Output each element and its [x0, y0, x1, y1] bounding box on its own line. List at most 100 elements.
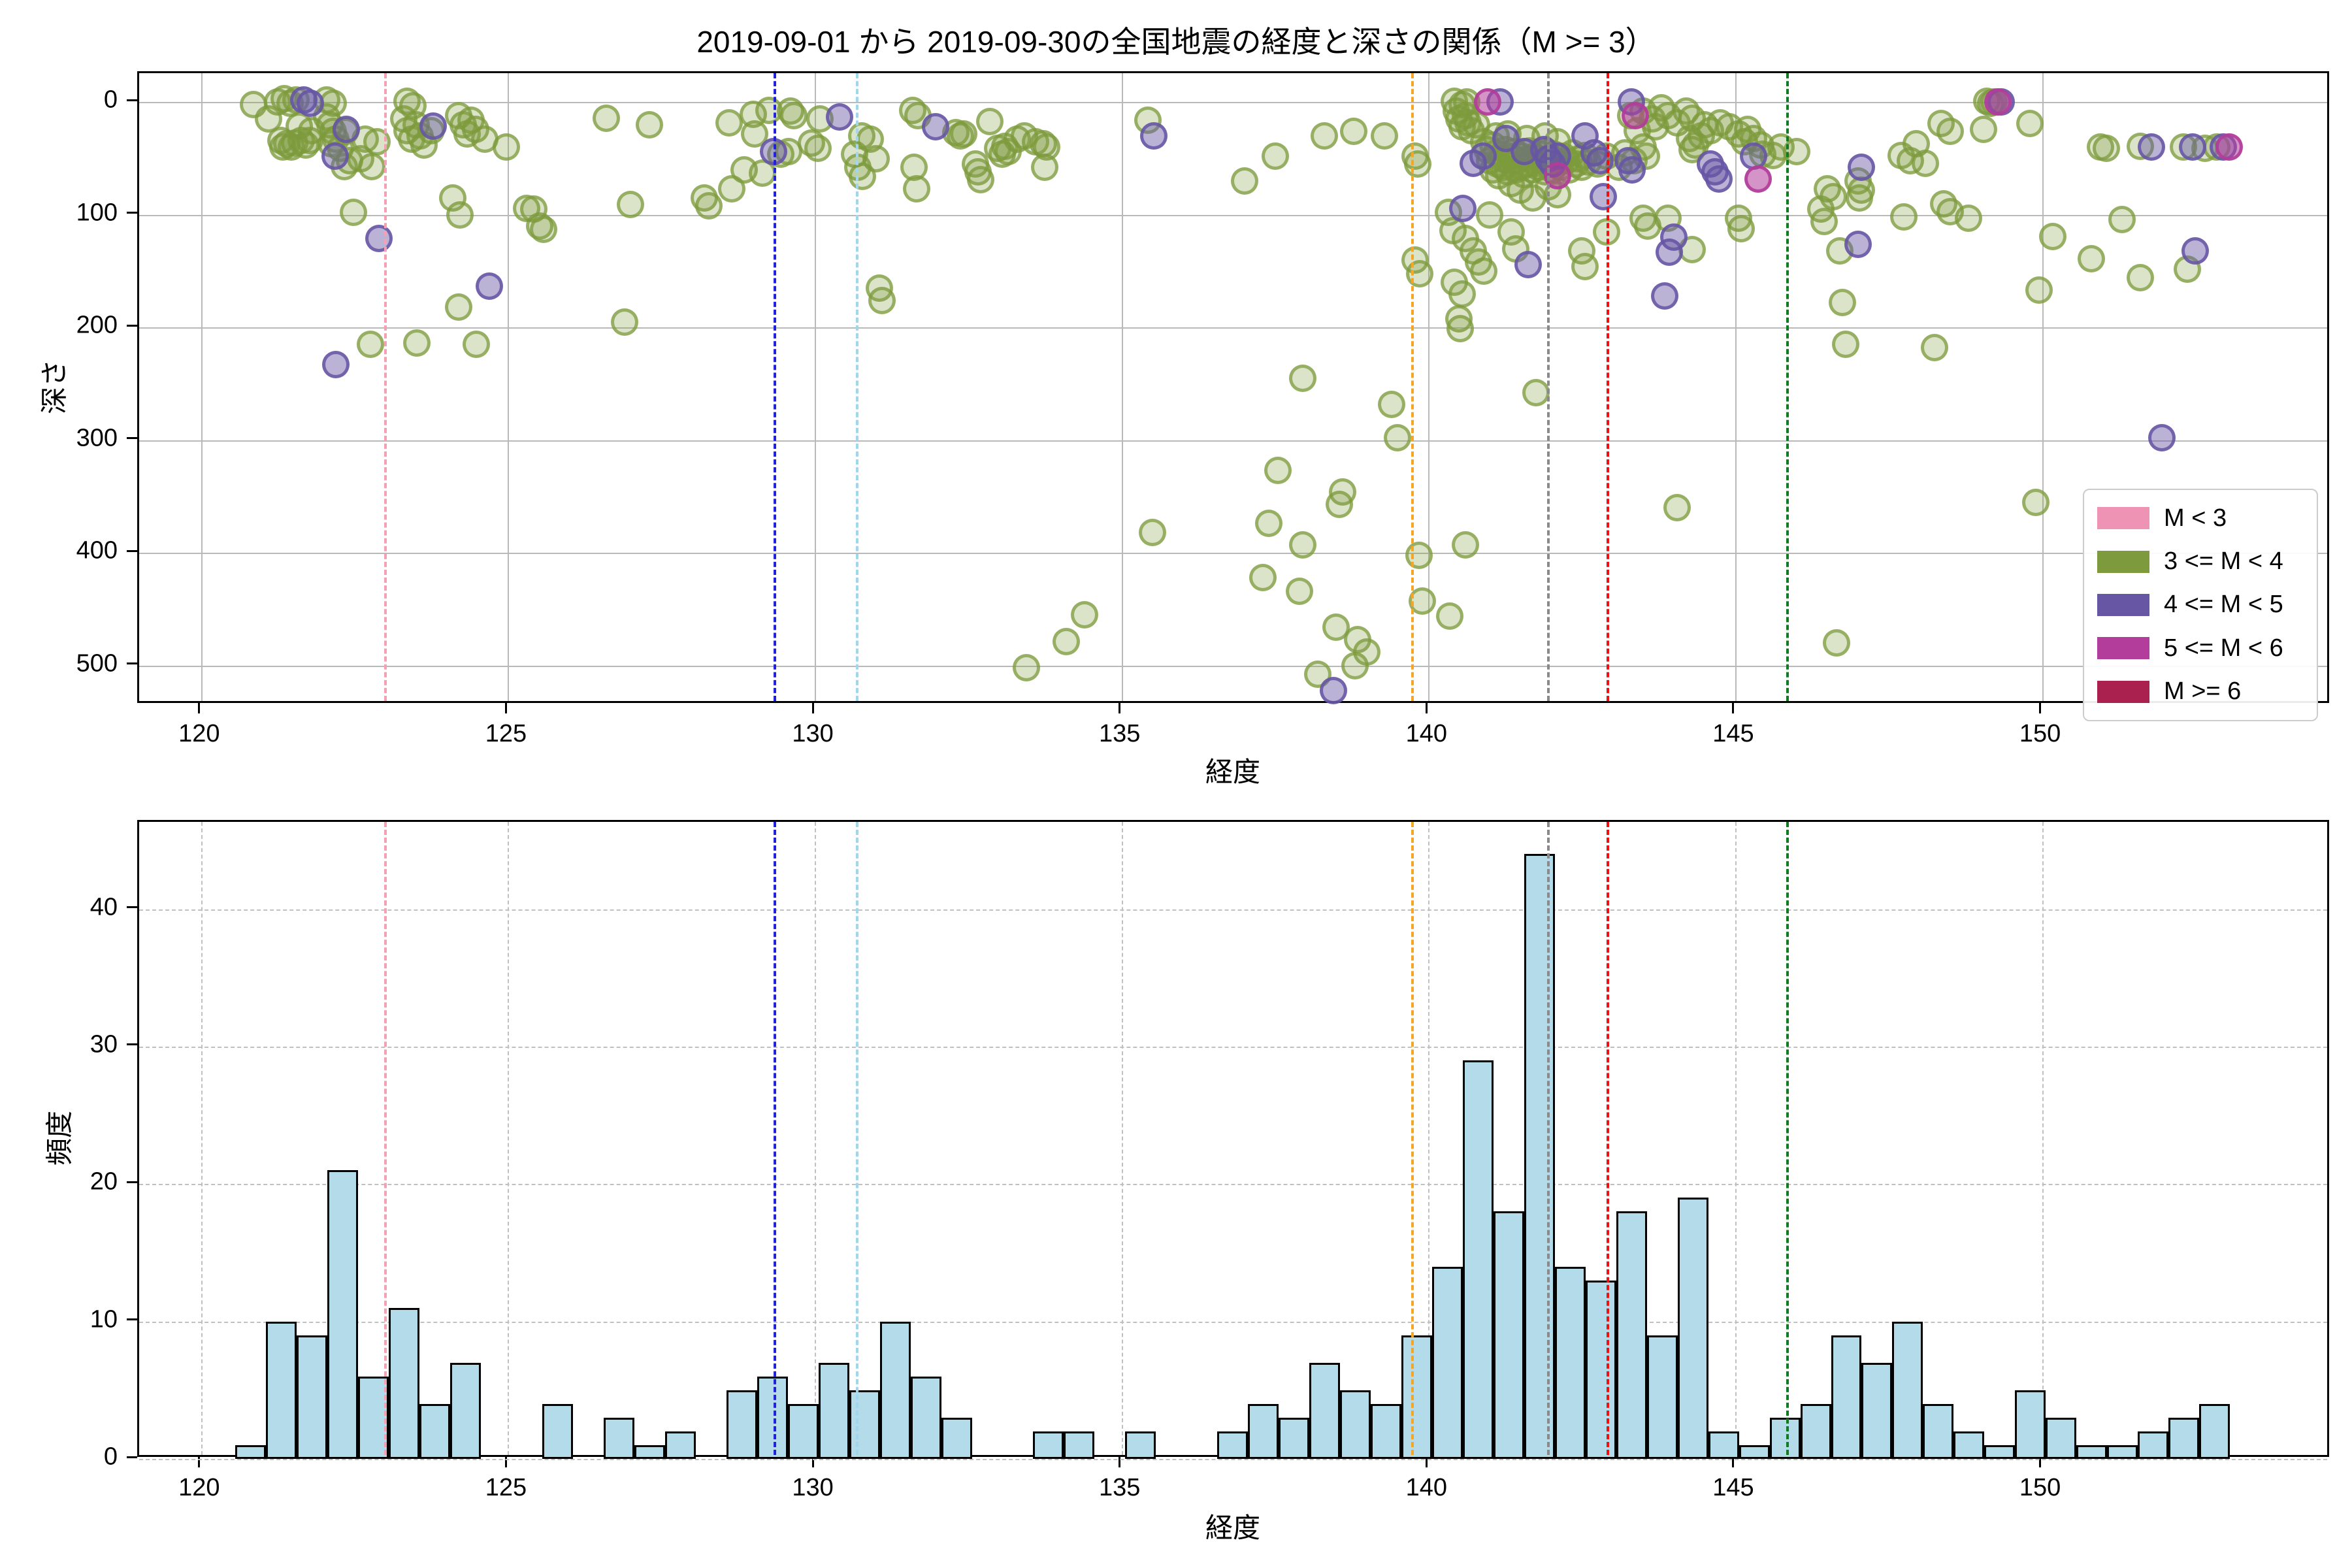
hist-bar — [910, 1376, 941, 1459]
x-tick-label: 150 — [2019, 1474, 2061, 1501]
y-tick — [127, 1456, 137, 1458]
y-tick-label: 500 — [76, 649, 118, 678]
legend-swatch-icon — [2097, 680, 2149, 703]
hist-bar — [1708, 1431, 1739, 1459]
hist-bar — [849, 1390, 880, 1459]
pink-line — [384, 822, 387, 1455]
scatter-point — [446, 201, 474, 229]
scatter-point — [1071, 601, 1099, 629]
scatter-point — [2178, 133, 2206, 161]
scatter-point — [2093, 135, 2121, 163]
x-tick — [504, 703, 507, 713]
scatter-point — [492, 133, 520, 161]
hist-bar — [2107, 1445, 2138, 1459]
scatter-point — [715, 108, 743, 137]
scatter-point — [1727, 214, 1756, 242]
y-tick-label: 100 — [76, 199, 118, 227]
y-tick-label: 10 — [90, 1305, 118, 1333]
scatter-point — [1230, 167, 1258, 195]
histogram-ylabel: 頻度 — [44, 1110, 75, 1166]
scatter-point — [1621, 102, 1649, 130]
scatter-point — [1261, 142, 1289, 171]
gridline — [1428, 73, 1430, 701]
scatter-point — [363, 127, 391, 155]
scatter-point — [922, 113, 950, 141]
scatter-ylabel: 深さ — [39, 359, 70, 415]
scatter-point — [1405, 541, 1433, 569]
scatter-point — [1404, 150, 1432, 178]
x-tick-label: 125 — [485, 1474, 527, 1501]
red-line — [1606, 822, 1609, 1455]
gridline — [139, 1321, 2327, 1323]
hist-bar — [1953, 1431, 1985, 1459]
gridline — [139, 102, 2327, 104]
y-tick — [127, 1181, 137, 1183]
scatter-point — [1255, 510, 1283, 538]
y-tick — [127, 437, 137, 440]
gridline — [2042, 822, 2044, 1455]
scatter-point — [1656, 238, 1684, 266]
scatter-point — [1590, 183, 1618, 211]
hist-bar — [1340, 1390, 1371, 1459]
scatter-point — [1448, 194, 1477, 222]
scatter-point — [825, 103, 853, 131]
x-tick — [1119, 703, 1121, 713]
x-tick-label: 130 — [792, 1474, 834, 1501]
hist-bar — [358, 1376, 389, 1459]
hist-bar — [450, 1362, 482, 1459]
y-tick — [127, 906, 137, 909]
hist-bar — [1616, 1211, 1647, 1459]
scatter-point — [1921, 334, 1949, 362]
hist-bar — [757, 1376, 788, 1459]
y-tick-label: 300 — [76, 424, 118, 452]
y-tick-label: 400 — [76, 536, 118, 564]
scatter-point — [2016, 110, 2044, 138]
scatter-point — [903, 175, 931, 203]
scatter-point — [1847, 154, 1875, 182]
x-tick — [1732, 703, 1735, 713]
gridline — [201, 822, 203, 1455]
scatter-point — [1912, 149, 1940, 177]
gridline — [815, 73, 817, 701]
gridline — [1735, 73, 1737, 701]
x-tick — [2039, 703, 2042, 713]
gridline — [139, 214, 2327, 216]
legend-label: M >= 6 — [2164, 678, 2242, 706]
hist-bar — [1585, 1280, 1616, 1459]
hist-bar — [389, 1307, 420, 1459]
green-line — [1786, 822, 1789, 1455]
gridline — [139, 665, 2327, 667]
scatter-point — [445, 293, 473, 321]
hist-bar — [2199, 1403, 2230, 1459]
scatter-point — [1341, 651, 1369, 679]
gridline — [1121, 822, 1123, 1455]
x-tick-label: 145 — [1712, 720, 1754, 747]
scatter-point — [322, 351, 350, 379]
hist-bar — [879, 1321, 911, 1459]
hist-bar — [2168, 1417, 2200, 1459]
scatter-point — [1469, 142, 1497, 171]
scatter-point — [1286, 577, 1314, 605]
hist-bar — [1739, 1445, 1770, 1459]
blue-line — [774, 73, 777, 701]
gridline — [2042, 73, 2044, 701]
hist-bar — [1064, 1431, 1095, 1459]
x-tick-label: 145 — [1712, 1474, 1754, 1501]
x-tick — [1425, 703, 1428, 713]
chart-title: 2019-09-01 から 2019-09-30の全国地震の経度と深さの関係（M… — [696, 25, 1656, 59]
scatter-point — [1845, 184, 1873, 212]
hist-bar — [327, 1170, 359, 1459]
legend-swatch-icon — [2097, 507, 2149, 530]
legend: M < 3 3 <= M < 4 4 <= M < 5 5 <= M < 6 M >= … — [2083, 489, 2318, 721]
x-tick — [2039, 1457, 2042, 1467]
legend-label: 4 <= M < 5 — [2164, 591, 2283, 619]
legend-label: 5 <= M < 6 — [2164, 634, 2283, 662]
hist-bar — [1677, 1198, 1708, 1459]
x-tick — [811, 703, 814, 713]
hist-bar — [2015, 1390, 2046, 1459]
scatter-point — [804, 135, 832, 163]
scatter-point — [868, 286, 896, 314]
scatter-point — [2137, 133, 2165, 161]
gridline — [139, 327, 2327, 329]
scatter-point — [1663, 494, 1691, 522]
